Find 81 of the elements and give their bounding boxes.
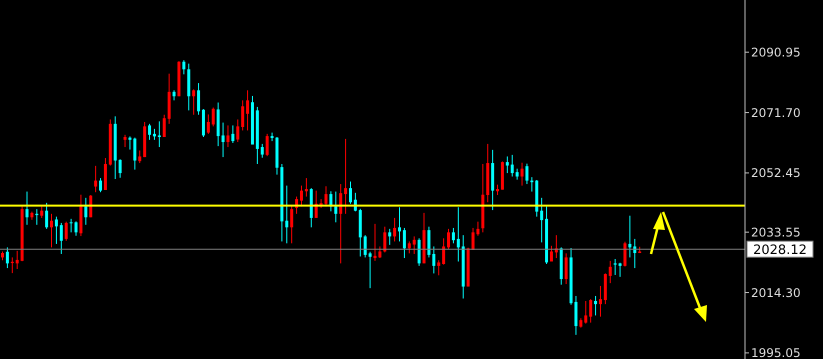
candlestick: [260, 143, 264, 158]
candlestick: [608, 260, 612, 284]
candlestick: [197, 82, 200, 116]
candlestick: [339, 184, 342, 264]
candlestick: [368, 251, 372, 289]
candlestick: [290, 205, 294, 244]
candlestick: [540, 197, 544, 243]
candlestick: [472, 227, 475, 250]
candlestick: [89, 194, 92, 218]
candlestick: [222, 122, 225, 158]
candlestick: [476, 221, 480, 236]
candlestick: [402, 227, 406, 259]
candlestick: [60, 222, 63, 254]
y-tick-label: 2014.30: [751, 286, 801, 300]
candlestick: [628, 215, 632, 258]
y-tick-label: 2033.55: [751, 225, 801, 240]
candlestick: [393, 217, 396, 242]
candlestick: [623, 241, 626, 268]
candlestick: [118, 158, 122, 178]
candlestick: [50, 213, 54, 248]
y-tick-label: 2071.70: [751, 106, 801, 120]
candlestick: [324, 186, 328, 208]
candlestick: [334, 191, 338, 223]
candlestick: [158, 120, 161, 148]
candlestick: [520, 162, 524, 186]
candlestick: [437, 260, 440, 276]
candlestick: [285, 185, 288, 244]
candlestick: [206, 114, 210, 134]
candlestick: [26, 191, 29, 226]
candlestick: [45, 202, 48, 230]
candlestick: [516, 168, 519, 180]
candlestick: [266, 133, 269, 157]
candlestick: [432, 246, 436, 274]
candlestick: [148, 123, 152, 140]
candlestick: [94, 165, 98, 193]
ref-line-label: 2028.12: [753, 243, 807, 258]
candlestick: [99, 178, 102, 193]
candlestick: [182, 60, 186, 75]
candlestick: [618, 262, 622, 278]
candlestick: [70, 218, 73, 233]
candlestick: [84, 197, 88, 226]
candlestick: [452, 227, 455, 244]
candlestick: [64, 221, 68, 242]
y-tick-label: 1995.05: [751, 346, 801, 359]
candlestick: [383, 226, 386, 253]
candlestick: [496, 184, 500, 196]
candlestick: [6, 246, 9, 269]
candlestick: [598, 285, 602, 318]
candlestick: [152, 128, 156, 140]
candlestick: [378, 246, 382, 259]
candlestick: [162, 114, 166, 138]
candlestick: [388, 228, 392, 246]
y-tick-label: 2090.95: [751, 45, 801, 60]
candlestick: [579, 318, 582, 328]
candlestick: [374, 223, 376, 262]
candlestick: [40, 206, 44, 218]
candlestick: [564, 252, 568, 285]
candlestick: [231, 124, 234, 144]
candlestick: [348, 181, 352, 204]
candlestick: [138, 150, 142, 164]
candlestick: [594, 295, 598, 316]
candlestick: [398, 206, 402, 242]
candlestick: [550, 245, 553, 262]
candlestick: [447, 228, 450, 250]
candlestick: [54, 216, 58, 244]
candlestick: [304, 178, 308, 198]
candlestick: [133, 137, 136, 170]
candlestick: [192, 88, 196, 116]
candlestick: [226, 124, 230, 148]
candlestick: [172, 90, 176, 101]
candlestick: [418, 238, 421, 266]
candlestick: [212, 107, 215, 127]
candlestick: [344, 138, 348, 214]
candlestick: [525, 163, 528, 185]
candlestick: [124, 134, 127, 148]
y-tick-label: 2052.45: [751, 166, 801, 180]
candlestick: [300, 185, 303, 208]
candlestick: [128, 136, 132, 150]
candlestick: [74, 220, 78, 236]
candlestick: [246, 90, 250, 131]
candlestick: [442, 238, 446, 266]
